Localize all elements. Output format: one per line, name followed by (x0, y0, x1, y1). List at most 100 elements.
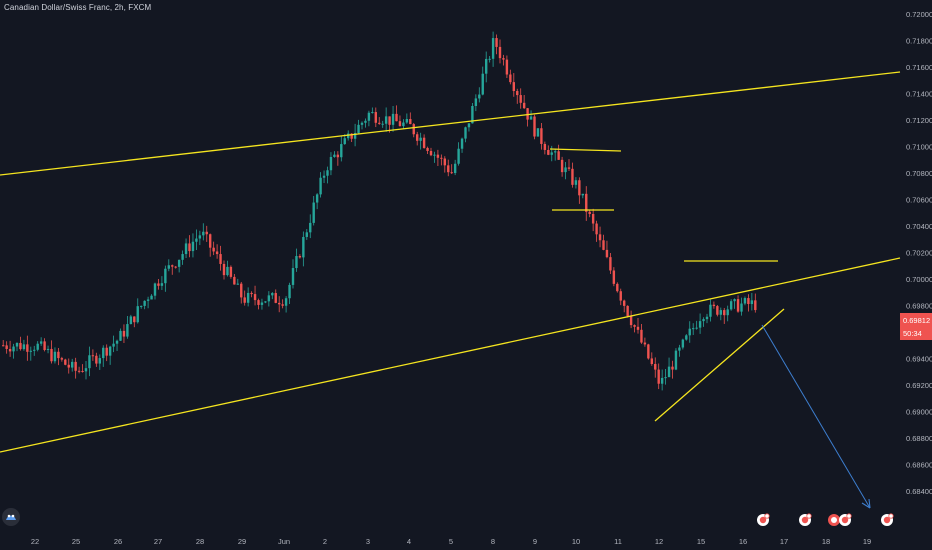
candle-body (74, 361, 77, 371)
price-tick-label: 0.70800 (906, 169, 932, 178)
candle-body (685, 335, 688, 340)
event-icon[interactable] (757, 513, 770, 526)
price-tick-label: 0.71000 (906, 143, 932, 152)
candle-body (460, 138, 464, 149)
current-price-label: 0.69812 (903, 316, 930, 325)
candle-body (157, 283, 160, 286)
time-axis[interactable]: 22 25 26 27 28 29 Jun 2 3 4 5 8 9 10 11 12 15 16 17 18 19 (31, 537, 871, 546)
time-tick-label: 2 (323, 537, 327, 546)
price-tick-label: 0.71800 (906, 37, 932, 46)
candle-body (695, 327, 698, 329)
candle-body (305, 232, 308, 237)
candle-body (322, 175, 326, 178)
triangle-rising-support[interactable] (654, 308, 785, 422)
price-tick-label: 0.69800 (906, 302, 932, 311)
candle-body (402, 122, 405, 127)
candle-body (343, 138, 346, 145)
candle-body (729, 301, 733, 310)
time-tick-label: 18 (822, 537, 830, 546)
price-axis[interactable]: 0.72000 0.71800 0.71600 0.71400 0.71200 0.710… (906, 10, 932, 496)
projection-arrow[interactable] (761, 324, 871, 509)
candlestick-series (2, 31, 757, 391)
candle-body (243, 297, 246, 303)
candle-body (50, 348, 53, 362)
candle-body (623, 300, 626, 306)
event-icon[interactable] (799, 513, 812, 526)
time-tick-label: 10 (572, 537, 580, 546)
candle-body (609, 257, 612, 271)
candle-body (657, 369, 660, 384)
candle-body (315, 194, 319, 203)
candle-body (88, 355, 91, 369)
candle-body (450, 172, 453, 174)
price-tag-box (900, 313, 932, 340)
candle-body (122, 330, 126, 337)
candle-body (95, 355, 98, 364)
candle-body (91, 355, 95, 357)
candle-body (36, 343, 39, 350)
bar-countdown-label: 50:34 (903, 329, 922, 338)
candle-body (671, 366, 674, 370)
candle-body (512, 82, 515, 92)
candle-body (481, 73, 484, 95)
time-tick-label: 11 (614, 537, 622, 546)
candle-body (516, 91, 519, 96)
candle-body (491, 38, 495, 59)
candle-body (98, 358, 101, 364)
candle-body (198, 235, 202, 239)
candle-body (560, 159, 564, 173)
candle-body (629, 316, 633, 326)
time-tick-label: 19 (863, 537, 871, 546)
time-tick-label: 22 (31, 537, 39, 546)
candle-body (353, 132, 357, 139)
event-markers[interactable] (757, 513, 894, 526)
candle-body (550, 152, 553, 155)
candle-body (409, 119, 412, 125)
candle-body (692, 328, 695, 330)
candle-body (705, 316, 709, 320)
candle-body (57, 351, 60, 359)
candle-body (364, 120, 367, 123)
event-icon[interactable] (828, 514, 840, 526)
candle-body (674, 350, 678, 370)
candle-body (643, 342, 647, 345)
candle-body (733, 299, 736, 302)
candle-body (5, 345, 8, 349)
candle-body (340, 144, 343, 158)
upper-channel-trendline[interactable] (0, 71, 901, 176)
candle-body (360, 122, 364, 125)
trendlines[interactable] (0, 71, 901, 453)
price-tick-label: 0.69000 (906, 408, 932, 417)
candle-body (664, 377, 667, 379)
time-tick-label: 29 (238, 537, 246, 546)
event-icon[interactable] (839, 513, 852, 526)
lower-channel-trendline[interactable] (0, 257, 901, 453)
candle-body (167, 265, 170, 269)
time-tick-label: 17 (780, 537, 788, 546)
candle-body (681, 339, 685, 348)
resistance-line-top[interactable] (549, 148, 622, 152)
logo-icon[interactable] (2, 508, 20, 526)
candle-body (215, 251, 219, 255)
candle-body (719, 310, 722, 315)
candle-body (226, 266, 229, 276)
projection-arrow-line[interactable] (761, 324, 871, 509)
candle-body (640, 329, 643, 343)
candle-body (522, 102, 526, 109)
candle-body (612, 270, 616, 284)
candle-body (240, 283, 243, 298)
time-tick-label: 28 (196, 537, 204, 546)
candle-body (102, 347, 105, 359)
price-tick-label: 0.70200 (906, 249, 932, 258)
candle-body (236, 283, 239, 285)
time-tick-label: 15 (697, 537, 705, 546)
candle-body (405, 119, 409, 123)
candle-body (547, 149, 550, 155)
candle-body (495, 38, 498, 47)
price-tick-label: 0.69400 (906, 355, 932, 364)
time-tick-label: 27 (154, 537, 162, 546)
chart-title: Canadian Dollar/Swiss Franc, 2h, FXCM (4, 3, 152, 12)
event-icon[interactable] (881, 513, 894, 526)
candle-body (53, 351, 57, 362)
